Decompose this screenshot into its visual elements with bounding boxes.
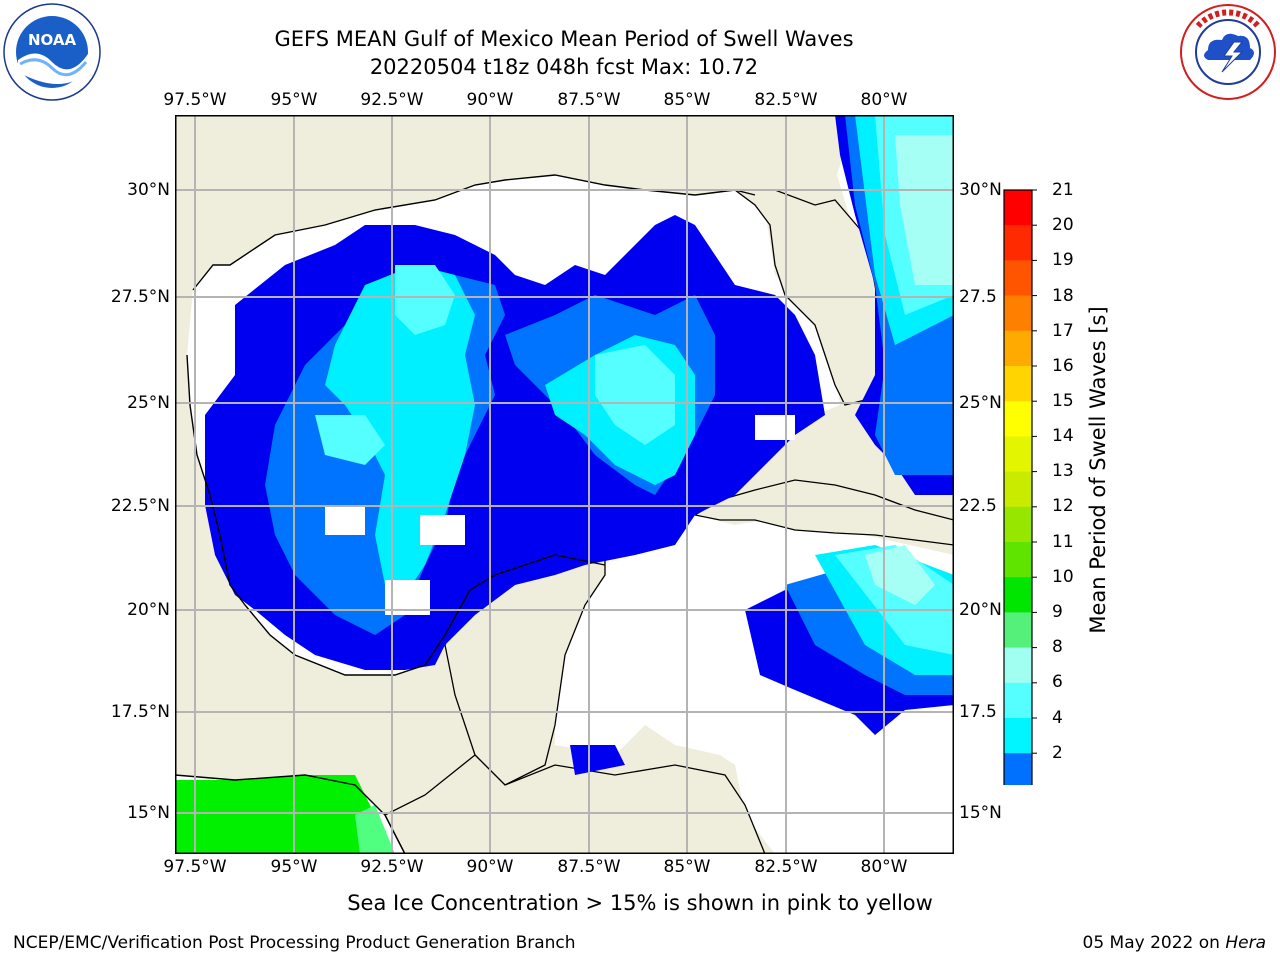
- colorbar-segment: [1004, 506, 1032, 543]
- colorbar-segment: [1004, 647, 1032, 684]
- colorbar-label: 11: [1052, 532, 1074, 552]
- colorbar-segment: [1004, 295, 1032, 332]
- colorbar-segment: [1004, 260, 1032, 297]
- swell-pale-cyan-atlantic: [895, 135, 954, 285]
- gridlines: [175, 115, 954, 854]
- nodata-patch: [755, 415, 795, 440]
- swell-cyan: [325, 265, 475, 595]
- colorbar-segment: [1004, 471, 1032, 508]
- lon-label-top: 92.5°W: [360, 90, 424, 110]
- colorbar-segment: [1004, 401, 1032, 437]
- lon-label-top: 97.5°W: [163, 90, 227, 110]
- colorbar-label: 12: [1052, 496, 1074, 516]
- colorbar-segment: [1004, 436, 1032, 473]
- colorbar: [1003, 189, 1037, 785]
- lon-label-bottom: 92.5°W: [360, 857, 424, 877]
- colorbar-label: 17: [1052, 321, 1074, 341]
- colorbar-segment: [1004, 753, 1032, 785]
- swell-pale-cyan-caribbean: [865, 545, 935, 605]
- swell-dark-blue-honduras: [570, 745, 625, 775]
- lat-label-right: 25°N: [959, 393, 1002, 413]
- lon-label-top: 95°W: [270, 90, 318, 110]
- swell-light-cyan-3: [595, 345, 675, 445]
- lon-label-top: 82.5°W: [754, 90, 818, 110]
- nws-logo: [1180, 4, 1276, 100]
- map-frame: [175, 115, 954, 854]
- chart-subtitle: 20220504 t18z 048h fcst Max: 10.72: [369, 55, 759, 79]
- colorbar-title: Mean Period of Swell Waves [s]: [1086, 306, 1110, 634]
- colorbar-segment: [1004, 225, 1032, 261]
- lat-label-right: 22.5: [959, 496, 997, 516]
- lon-label-bottom: 85°W: [663, 857, 711, 877]
- colorbar-label: 10: [1052, 567, 1074, 587]
- colorbar-label: 2: [1052, 743, 1063, 763]
- cuba-land: [693, 479, 954, 546]
- colorbar-segment: [1004, 542, 1032, 578]
- footer-date-text: 05 May 2022 on: [1082, 933, 1226, 953]
- lat-label-left: 15°N: [127, 803, 170, 823]
- colorbar-label: 13: [1052, 461, 1074, 481]
- lon-label-top: 87.5°W: [557, 90, 621, 110]
- colorbar-segment: [1004, 577, 1032, 613]
- lon-label-top: 85°W: [663, 90, 711, 110]
- lon-label-top: 80°W: [860, 90, 908, 110]
- sea-ice-caption: Sea Ice Concentration > 15% is shown in …: [347, 891, 933, 915]
- swell-green-pacific: [175, 775, 375, 854]
- colorbar-segment: [1004, 190, 1032, 226]
- swell-light-green-pacific: [355, 805, 395, 854]
- lon-label-bottom: 87.5°W: [557, 857, 621, 877]
- noaa-logo-text: NOAA: [28, 31, 77, 49]
- lat-label-right: 30°N: [959, 180, 1002, 200]
- lat-label-right: 15°N: [959, 803, 1002, 823]
- lon-label-bottom: 82.5°W: [754, 857, 818, 877]
- colorbar-label: 20: [1052, 215, 1074, 235]
- colorbar-frame: [1003, 189, 1033, 785]
- chart-title: GEFS MEAN Gulf of Mexico Mean Period of …: [274, 27, 854, 51]
- colorbar-label: 4: [1052, 708, 1063, 728]
- lat-label-left: 25°N: [127, 393, 170, 413]
- colorbar-segment: [1004, 682, 1032, 719]
- lat-label-left: 20°N: [127, 600, 170, 620]
- lat-label-right: 27.5: [959, 287, 997, 307]
- nodata-patch: [325, 505, 365, 535]
- colorbar-label: 6: [1052, 672, 1063, 692]
- noaa-logo: NOAA: [3, 3, 101, 101]
- lon-label-top: 90°W: [466, 90, 514, 110]
- footer-host: Hera: [1225, 933, 1266, 953]
- lat-label-right: 17.5: [959, 702, 997, 722]
- colorbar-label: 15: [1052, 391, 1074, 411]
- lon-label-bottom: 97.5°W: [163, 857, 227, 877]
- colorbar-label: 8: [1052, 637, 1063, 657]
- lat-label-left: 30°N: [127, 180, 170, 200]
- lon-label-bottom: 90°W: [466, 857, 514, 877]
- colorbar-label: 16: [1052, 356, 1074, 376]
- colorbar-segment: [1004, 612, 1032, 649]
- swell-light-cyan: [395, 265, 455, 335]
- colorbar-label: 18: [1052, 286, 1074, 306]
- lon-label-bottom: 95°W: [270, 857, 318, 877]
- colorbar-label: 21: [1052, 180, 1074, 200]
- coastline-pacific: [175, 774, 406, 854]
- lat-label-left: 22.5°N: [110, 496, 170, 516]
- footer-branch: NCEP/EMC/Verification Post Processing Pr…: [13, 933, 576, 953]
- swell-period-map: [175, 115, 954, 854]
- colorbar-label: 14: [1052, 426, 1074, 446]
- colorbar-label: 19: [1052, 250, 1074, 270]
- footer-date: 05 May 2022 on Hera: [1083, 933, 1267, 953]
- lat-label-left: 27.5°N: [110, 287, 170, 307]
- colorbar-segment: [1004, 718, 1032, 754]
- lon-label-bottom: 80°W: [860, 857, 908, 877]
- swell-light-cyan-2: [315, 415, 385, 465]
- lat-label-right: 20°N: [959, 600, 1002, 620]
- nodata-patch: [420, 515, 465, 545]
- colorbar-segment: [1004, 366, 1032, 402]
- lat-label-left: 17.5°N: [110, 702, 170, 722]
- colorbar-label: 9: [1052, 602, 1063, 622]
- colorbar-segment: [1004, 330, 1032, 367]
